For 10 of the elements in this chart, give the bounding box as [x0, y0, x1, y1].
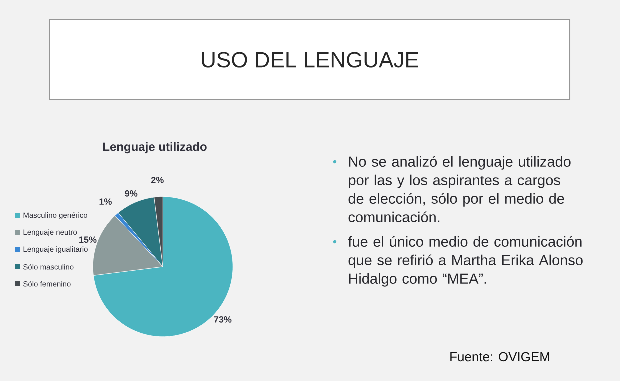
data-label: 1% — [100, 198, 112, 205]
chart-subtitle: Lenguaje utilizado — [103, 142, 207, 154]
text: fue el único medio de comunicación que se refirió a Martha Erika Alonso Hidalgo como “MEA”. — [348, 236, 583, 287]
data-label: 73% — [214, 316, 232, 323]
data-label: 2% — [151, 177, 164, 184]
data-label: 9% — [125, 190, 138, 197]
data-label: 15% — [80, 236, 97, 244]
text: No se analizó el lenguaje utilizado por las y los aspirantes a cargos de elección, sólo por el medio de comunicación. — [348, 156, 571, 223]
source-note: Fuente: OVIGEM — [450, 352, 550, 362]
text: USO DEL LENGUAJE — [202, 52, 418, 68]
